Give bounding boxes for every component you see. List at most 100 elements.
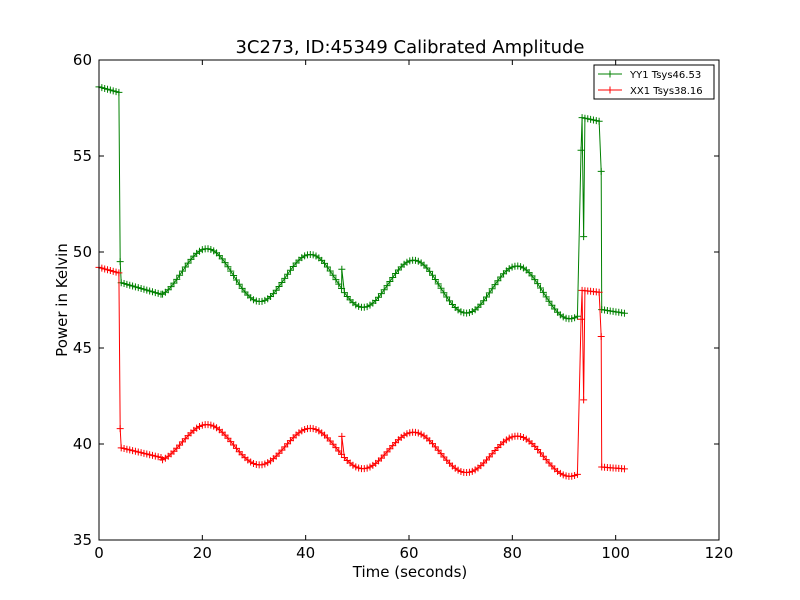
data-point (536, 284, 544, 292)
data-point (129, 282, 137, 290)
data-point (389, 273, 397, 281)
data-point (434, 446, 442, 454)
data-point (284, 270, 292, 278)
data-point (269, 290, 277, 298)
data-point (443, 293, 451, 301)
data-point (298, 427, 306, 435)
data-point (539, 288, 547, 296)
data-point (429, 271, 437, 279)
data-point (204, 245, 212, 253)
data-point (289, 262, 297, 270)
data-point (218, 255, 226, 263)
data-point (109, 267, 117, 275)
data-point (335, 447, 343, 455)
data-point (278, 279, 286, 287)
data-point (198, 246, 206, 254)
data-point (301, 252, 309, 260)
data-point (494, 277, 502, 285)
series-0 (95, 83, 628, 323)
series-layer (95, 83, 628, 480)
data-point (571, 472, 579, 480)
data-point (372, 296, 380, 304)
data-point (352, 463, 360, 471)
data-point (584, 115, 592, 123)
data-point (224, 263, 232, 271)
data-point (238, 284, 246, 292)
data-point (343, 292, 351, 300)
y-tick-label: 60 (73, 51, 92, 69)
data-point (551, 305, 559, 313)
chart-title: 3C273, ID:45349 Calibrated Amplitude (235, 37, 584, 58)
data-point (126, 281, 134, 289)
data-point (468, 308, 476, 316)
data-point (164, 286, 172, 294)
data-point (241, 288, 249, 296)
data-point (483, 456, 490, 464)
data-point (448, 300, 456, 308)
data-point (275, 449, 283, 457)
data-point (261, 460, 269, 468)
data-point (573, 470, 581, 478)
data-point (146, 451, 154, 459)
data-point (232, 276, 240, 284)
data-point (298, 254, 306, 262)
data-point (366, 463, 374, 471)
data-point (109, 87, 117, 95)
legend: YY1 Tsys46.53 XX1 Tsys38.16 (593, 64, 715, 100)
data-point (548, 301, 556, 309)
data-point (323, 263, 331, 271)
data-point (272, 452, 280, 460)
data-point (434, 280, 442, 288)
data-point (414, 257, 422, 265)
data-point (281, 274, 289, 282)
data-point (556, 469, 564, 477)
data-point (181, 263, 189, 271)
y-tick-label: 35 (73, 531, 92, 549)
data-point (116, 425, 124, 433)
data-point (531, 442, 539, 450)
data-point (101, 84, 109, 92)
data-point (338, 450, 346, 458)
x-tick-label: 0 (94, 544, 104, 562)
data-point (249, 296, 257, 304)
data-point (571, 314, 579, 322)
data-point (227, 438, 235, 446)
data-point (249, 460, 257, 468)
data-point (485, 289, 493, 297)
data-point (420, 261, 428, 269)
x-tick-label: 40 (296, 544, 315, 562)
x-tick-label: 60 (399, 544, 418, 562)
data-point (480, 459, 488, 467)
data-point (210, 422, 218, 430)
data-point (176, 441, 184, 449)
data-point (383, 282, 391, 290)
data-point (417, 430, 425, 438)
data-point (488, 285, 496, 293)
data-point (173, 444, 181, 452)
x-tick-label: 20 (193, 544, 212, 562)
data-point (159, 456, 167, 464)
data-point (595, 288, 603, 296)
data-point (386, 445, 394, 453)
data-point (525, 269, 533, 277)
series-1 (95, 263, 628, 480)
data-point (589, 116, 597, 124)
data-point (568, 472, 576, 480)
data-point (215, 252, 223, 260)
data-point (465, 309, 473, 317)
y-axis-label: Power in Kelvin (53, 243, 71, 357)
data-point (480, 297, 488, 305)
data-point (151, 289, 159, 297)
data-point (375, 293, 383, 301)
data-point (363, 303, 371, 311)
data-point (426, 267, 434, 275)
data-point (352, 301, 360, 309)
data-point (187, 255, 195, 263)
data-point (261, 296, 269, 304)
data-point (545, 459, 553, 467)
data-point (400, 431, 408, 439)
data-point (143, 450, 151, 458)
data-point (167, 283, 175, 291)
data-point (340, 454, 348, 462)
data-point (309, 251, 317, 259)
